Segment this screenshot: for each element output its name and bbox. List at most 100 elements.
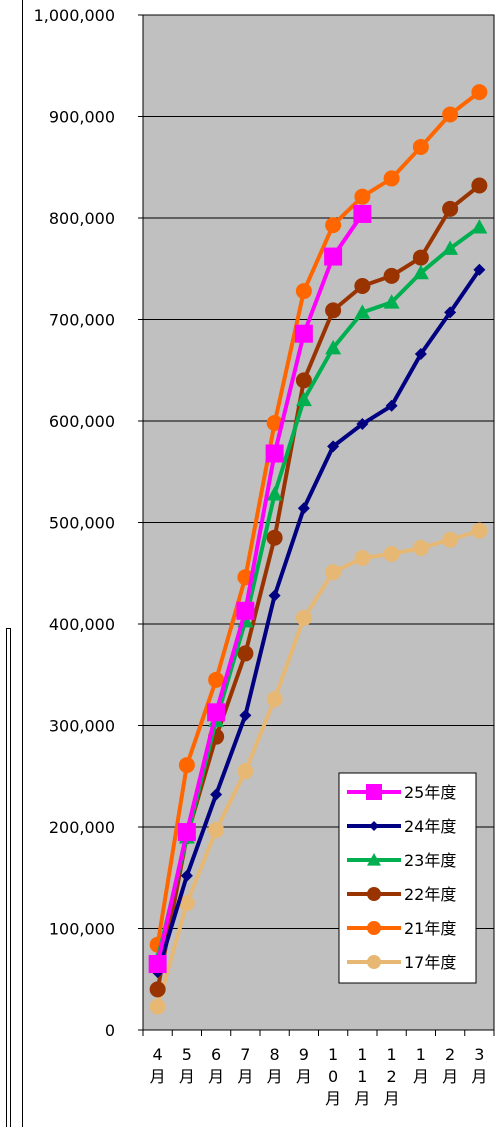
legend-box [338,772,477,984]
x-tick-label: 月 [354,1089,370,1108]
y-tick-label: 800,000 [49,209,115,228]
x-tick-label: 9 [299,1045,309,1064]
data-point [356,418,369,431]
data-point [471,84,488,101]
data-point [236,601,255,620]
legend-marker [367,955,381,969]
data-point [237,645,254,662]
series-line [155,183,481,990]
data-point [442,531,459,548]
data-point [354,550,371,567]
data-point [325,217,342,234]
x-tick-label: 月 [384,1089,400,1108]
legend-marker [367,921,381,935]
data-point [471,522,488,539]
data-point [354,304,371,319]
data-point [180,869,193,882]
data-point [327,440,340,453]
data-point [268,589,281,602]
x-tick-label: 月 [442,1067,458,1086]
x-tick-label: 月 [237,1067,253,1086]
left-panel-edge-inner [10,628,11,1127]
data-point [442,200,459,217]
data-point [237,763,254,780]
data-point [266,486,283,501]
legend-marker [369,821,379,831]
x-tick-label: 月 [179,1067,195,1086]
y-tick-label: 300,000 [49,717,115,736]
data-point [385,399,398,412]
y-tick-label: 200,000 [49,818,115,837]
legend-label: 24年度 [404,817,456,836]
x-tick-label: 2 [445,1045,455,1064]
data-point [239,709,252,722]
data-point [177,823,196,842]
legend-label: 23年度 [404,851,456,870]
y-tick-label: 500,000 [49,514,115,533]
x-tick-label: 月 [471,1067,487,1086]
data-point [266,415,283,432]
data-point [412,249,429,266]
legend-label: 21年度 [404,919,456,938]
data-point [207,703,226,722]
data-point [266,691,283,708]
data-point [295,391,312,407]
x-tick-label: 1 [328,1045,338,1064]
data-point [412,138,429,155]
data-point [354,188,371,205]
data-point [149,981,166,998]
y-tick-label: 1,000,000 [34,6,115,25]
data-point [473,263,486,276]
x-tick-label: 月 [208,1067,224,1086]
data-point [444,306,457,319]
data-point [295,372,312,389]
data-point [178,757,195,774]
data-point [325,302,342,319]
x-tick-label: 月 [150,1067,166,1086]
x-tick-label: 1 [357,1067,367,1086]
x-tick-label: 4 [153,1045,163,1064]
data-point [295,609,312,626]
data-point [442,240,459,255]
data-point [325,339,342,355]
x-tick-label: 3 [474,1045,484,1064]
data-point [294,324,313,343]
y-tick-label: 900,000 [49,108,115,127]
data-point [383,267,400,284]
legend-label: 25年度 [404,783,456,802]
data-point [471,177,488,194]
x-tick-label: 7 [240,1045,250,1064]
data-point [383,294,400,309]
series-line [155,268,482,973]
data-point [383,545,400,562]
x-tick-label: 0 [328,1067,338,1086]
y-tick-label: 700,000 [49,311,115,330]
data-point [442,106,459,123]
x-tick-label: 5 [182,1045,192,1064]
data-point [295,283,312,300]
x-tick-label: 2 [387,1067,397,1086]
x-tick-label: 1 [387,1045,397,1064]
data-point [324,247,343,266]
left-panel-edge-outer [6,628,7,1127]
x-tick-label: 1 [416,1045,426,1064]
data-point [210,788,223,801]
x-tick-label: 1 [357,1045,367,1064]
legend-marker [367,853,381,866]
series-line [155,212,365,965]
left-panel-top-edge [6,628,11,629]
data-point [148,955,167,974]
x-tick-label: 月 [296,1067,312,1086]
data-point [354,278,371,295]
data-point [208,822,225,839]
legend-label: 22年度 [404,885,456,904]
data-point [208,671,225,688]
data-point [149,998,166,1015]
x-tick-label: 月 [413,1067,429,1086]
data-point [178,895,195,912]
y-tick-label: 400,000 [49,615,115,634]
data-point [297,502,310,515]
data-point [325,564,342,581]
